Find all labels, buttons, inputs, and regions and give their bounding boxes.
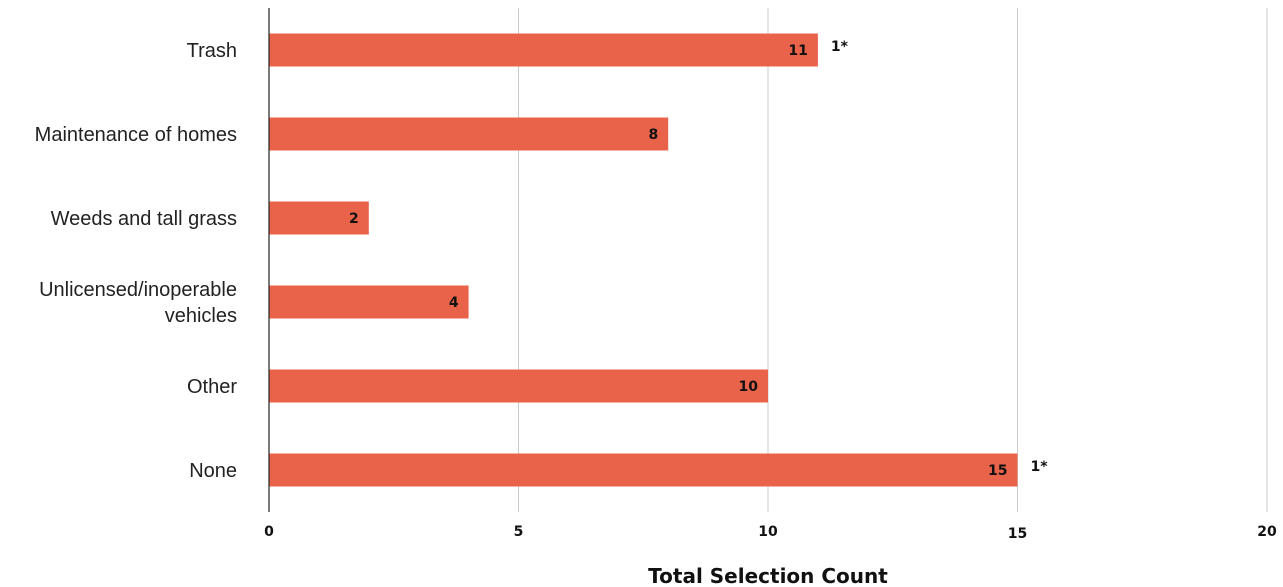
annotations: 1* 1* <box>831 39 1048 475</box>
data-label: 4 <box>449 295 459 311</box>
x-tick-label: 20 <box>1257 524 1277 540</box>
category-label: Unlicensed/inoperable <box>39 279 237 301</box>
x-tick-label: 5 <box>514 524 524 540</box>
x-tick-label: 0 <box>264 524 274 540</box>
annotation-label: 1* <box>1031 459 1049 475</box>
gridlines <box>518 8 1268 512</box>
bar <box>269 117 669 151</box>
bar <box>269 201 369 235</box>
data-label: 10 <box>739 379 759 395</box>
category-label: Trash <box>187 40 237 62</box>
value-labels: 11 8 2 4 10 15 <box>349 43 1007 479</box>
category-label: vehicles <box>165 305 237 327</box>
bar <box>269 453 1018 487</box>
x-tick-labels: 0 5 10 15 20 <box>264 524 1277 542</box>
category-label: Maintenance of homes <box>35 124 237 146</box>
category-labels: Trash Maintenance of homes Weeds and tall … <box>35 40 238 482</box>
data-label: 2 <box>349 211 359 227</box>
annotation-label: 1* <box>831 39 849 55</box>
data-label: 11 <box>788 43 807 59</box>
bar <box>269 285 469 319</box>
data-label: 15 <box>988 463 1007 479</box>
x-tick-label: 10 <box>758 524 778 540</box>
data-label: 8 <box>648 127 658 143</box>
bars <box>269 33 1018 487</box>
bar <box>269 33 818 67</box>
x-axis-title: Total Selection Count <box>648 564 888 587</box>
x-tick-label: 15 <box>1008 526 1027 542</box>
category-label: Weeds and tall grass <box>51 208 237 230</box>
category-label: Other <box>187 376 237 398</box>
bar <box>269 369 768 403</box>
category-label: None <box>189 460 237 482</box>
